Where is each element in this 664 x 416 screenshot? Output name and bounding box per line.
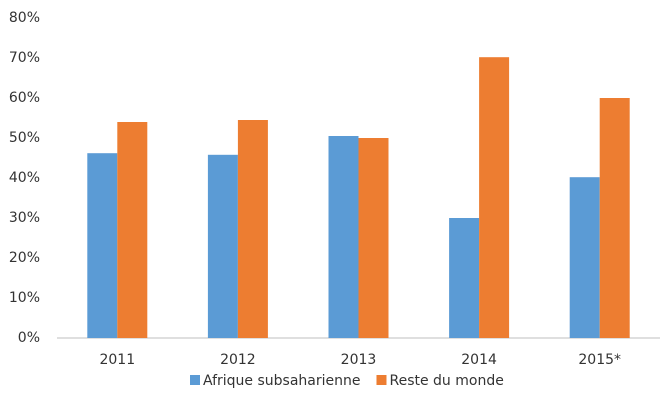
bar <box>479 57 510 338</box>
y-tick-label: 0% <box>18 330 40 346</box>
y-tick-label: 60% <box>9 90 40 106</box>
y-tick-label: 50% <box>9 130 40 146</box>
bar <box>569 177 600 338</box>
legend-label: Afrique subsaharienne <box>203 373 360 389</box>
bar <box>449 218 480 338</box>
y-tick-label: 80% <box>9 10 40 26</box>
bar <box>599 98 630 338</box>
x-tick-label: 2011 <box>99 352 135 368</box>
bar <box>328 136 359 338</box>
bar <box>117 122 148 338</box>
y-tick-label: 10% <box>9 290 40 306</box>
legend-label: Reste du monde <box>389 373 503 389</box>
bar <box>207 154 238 338</box>
legend-swatch <box>190 375 200 385</box>
bar <box>87 153 118 338</box>
bar <box>358 138 389 338</box>
bar <box>237 120 268 338</box>
x-tick-label: 2013 <box>341 352 377 368</box>
x-tick-label: 2015* <box>578 352 621 368</box>
x-tick-label: 2012 <box>220 352 256 368</box>
x-tick-label: 2014 <box>461 352 497 368</box>
y-tick-label: 20% <box>9 250 40 266</box>
y-tick-label: 30% <box>9 210 40 226</box>
legend-swatch <box>376 375 387 385</box>
y-tick-label: 70% <box>9 50 40 66</box>
y-tick-label: 40% <box>9 170 40 186</box>
